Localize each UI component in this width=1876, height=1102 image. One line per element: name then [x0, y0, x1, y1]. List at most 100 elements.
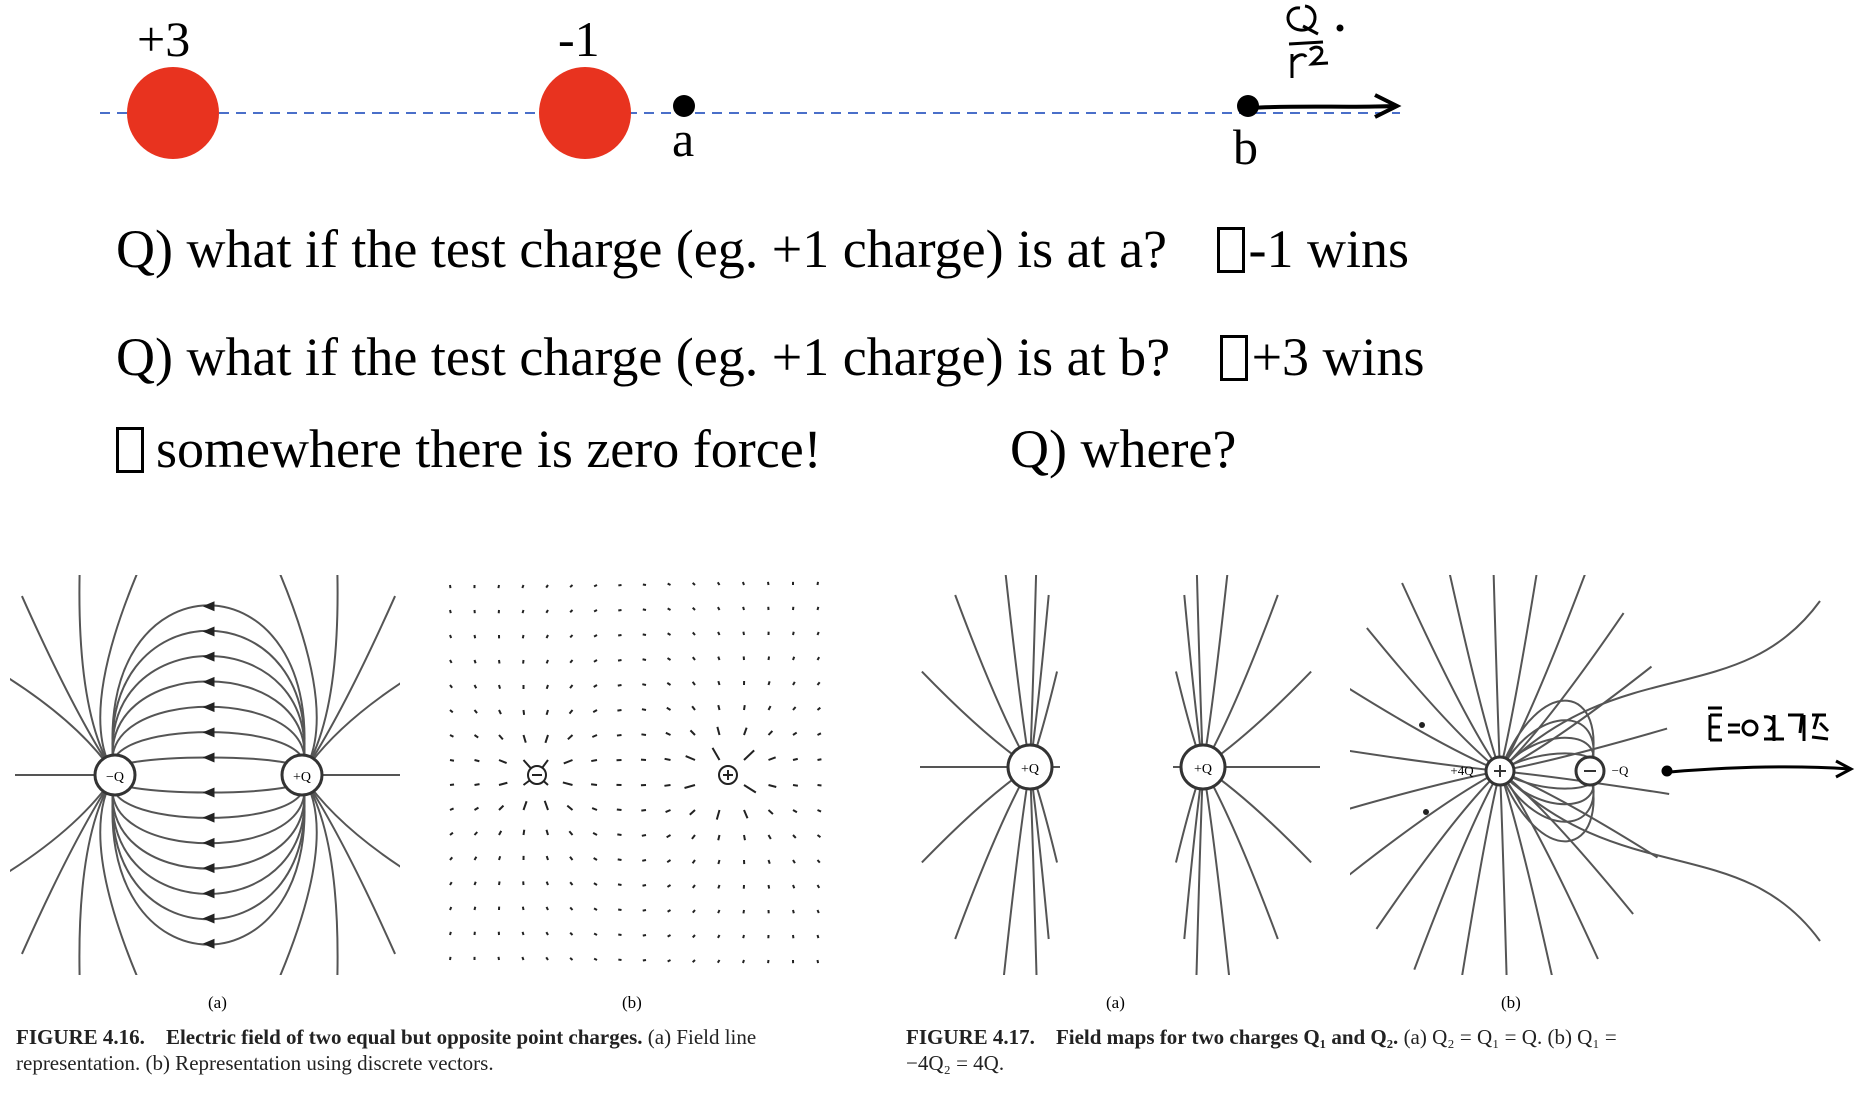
vector-arrow	[666, 682, 672, 686]
caption-text: (a) Field line representation. (b) Repre…	[16, 1025, 757, 1076]
vector-arrow	[642, 658, 647, 661]
vector-arrow	[593, 957, 598, 961]
vector-arrow	[768, 784, 777, 788]
arrow-icon	[202, 626, 215, 637]
vector-arrow	[591, 807, 598, 811]
vector-arrow	[691, 705, 696, 711]
vector-arrow	[449, 881, 453, 886]
vector-arrow	[667, 909, 672, 913]
vector-arrow	[617, 659, 622, 662]
vector-arrow	[711, 747, 721, 761]
vector-arrow	[449, 684, 453, 689]
vector-arrow	[641, 708, 647, 711]
charge-plus3-label: +3	[137, 11, 191, 67]
figure-416-caption: FIGURE 4.16. Electric field of two equal…	[16, 1024, 776, 1077]
vector-arrow	[768, 756, 777, 761]
field-line	[1004, 575, 1031, 768]
vector-arrow	[816, 681, 821, 686]
fig416-panel-b-label: (b)	[622, 993, 642, 1012]
vector-arrow	[741, 959, 745, 964]
vector-arrow	[498, 734, 504, 741]
vector-arrow	[498, 781, 508, 786]
field-line	[1499, 770, 1595, 843]
vector-arrow	[498, 684, 502, 689]
vector-arrow	[521, 931, 525, 936]
vector-arrow	[667, 934, 671, 938]
field-line	[1002, 766, 1031, 975]
vector-arrow	[569, 957, 574, 961]
point-b	[1237, 95, 1259, 117]
field-line	[1499, 770, 1508, 975]
vector-arrow	[666, 884, 672, 888]
vector-arrow	[642, 608, 647, 611]
vector-arrow	[545, 829, 549, 836]
vector-arrow	[497, 584, 500, 589]
vector-arrow	[473, 709, 478, 714]
vector-arrow	[667, 582, 671, 586]
caption-title: Electric field of two equal but opposite…	[165, 1025, 643, 1049]
vector-arrow	[449, 956, 452, 961]
figure-417-caption: FIGURE 4.17. Field maps for two charges …	[906, 1024, 1666, 1077]
handwritten-q-over-r2	[1286, 4, 1344, 78]
vector-arrow	[522, 829, 526, 836]
vector-arrow	[792, 809, 798, 814]
vector-arrow	[717, 859, 721, 865]
vector-arrow	[449, 906, 453, 911]
question-2-text: Q) what if the test charge (eg. +1 charg…	[116, 327, 1171, 387]
field-line	[1366, 627, 1501, 772]
vector-arrow	[716, 726, 721, 736]
vector-arrow	[569, 906, 574, 911]
question-2-answer: +3 wins	[1251, 327, 1425, 387]
vector-arrow	[816, 859, 821, 864]
vector-arrow	[568, 830, 574, 836]
field-line	[111, 774, 306, 819]
vector-arrow	[545, 855, 549, 861]
vector-arrow	[569, 684, 574, 689]
vector-arrow	[562, 781, 573, 786]
field-line	[1202, 766, 1231, 975]
point-a-label: a	[672, 111, 695, 167]
vector-arrow	[792, 834, 797, 839]
vector-arrow	[766, 581, 770, 586]
vector-arrow	[717, 631, 721, 636]
vector-arrow	[692, 909, 696, 914]
vector-arrow	[544, 734, 549, 744]
vector-arrow	[816, 656, 821, 661]
vector-arrow	[792, 706, 797, 711]
vector-arrow	[617, 858, 622, 861]
vector-arrow	[449, 831, 454, 836]
vector-arrow	[522, 734, 527, 743]
vector-arrow	[641, 733, 647, 736]
field-line	[1499, 770, 1821, 942]
vector-arrow	[692, 606, 696, 611]
vector-arrow	[767, 859, 771, 865]
vector-arrow	[717, 656, 721, 661]
charge-negative-label: −Q	[106, 770, 124, 785]
vector-arrow	[449, 659, 453, 664]
vector-arrow	[593, 857, 598, 861]
vector-arrow	[498, 804, 505, 811]
charge-minus1-label: -1	[558, 11, 600, 67]
vector-arrow	[569, 609, 574, 613]
vector-arrow	[743, 784, 757, 794]
vector-arrow	[473, 881, 477, 886]
vector-arrow	[617, 684, 622, 687]
vector-arrow	[563, 759, 573, 765]
question-3-text: somewhere there is zero force!	[156, 419, 822, 479]
vector-arrow	[473, 734, 479, 739]
vector-arrow	[642, 583, 647, 586]
vector-arrow	[743, 749, 755, 761]
caption-label: FIGURE 4.17.	[906, 1025, 1035, 1049]
charge-minus1	[539, 67, 631, 159]
vector-arrow	[666, 706, 672, 711]
vector-arrow	[741, 581, 745, 586]
vector-arrow	[792, 656, 796, 661]
field-line	[10, 677, 116, 776]
vector-arrow	[616, 734, 622, 737]
vector-arrow	[692, 934, 696, 939]
point-b-label: b	[1233, 119, 1258, 175]
caption-title: Field maps for two charges Q₁ and Q₂.	[1055, 1025, 1399, 1049]
vector-arrow	[691, 834, 696, 840]
vector-arrow	[767, 656, 771, 661]
vector-arrow	[569, 634, 574, 639]
